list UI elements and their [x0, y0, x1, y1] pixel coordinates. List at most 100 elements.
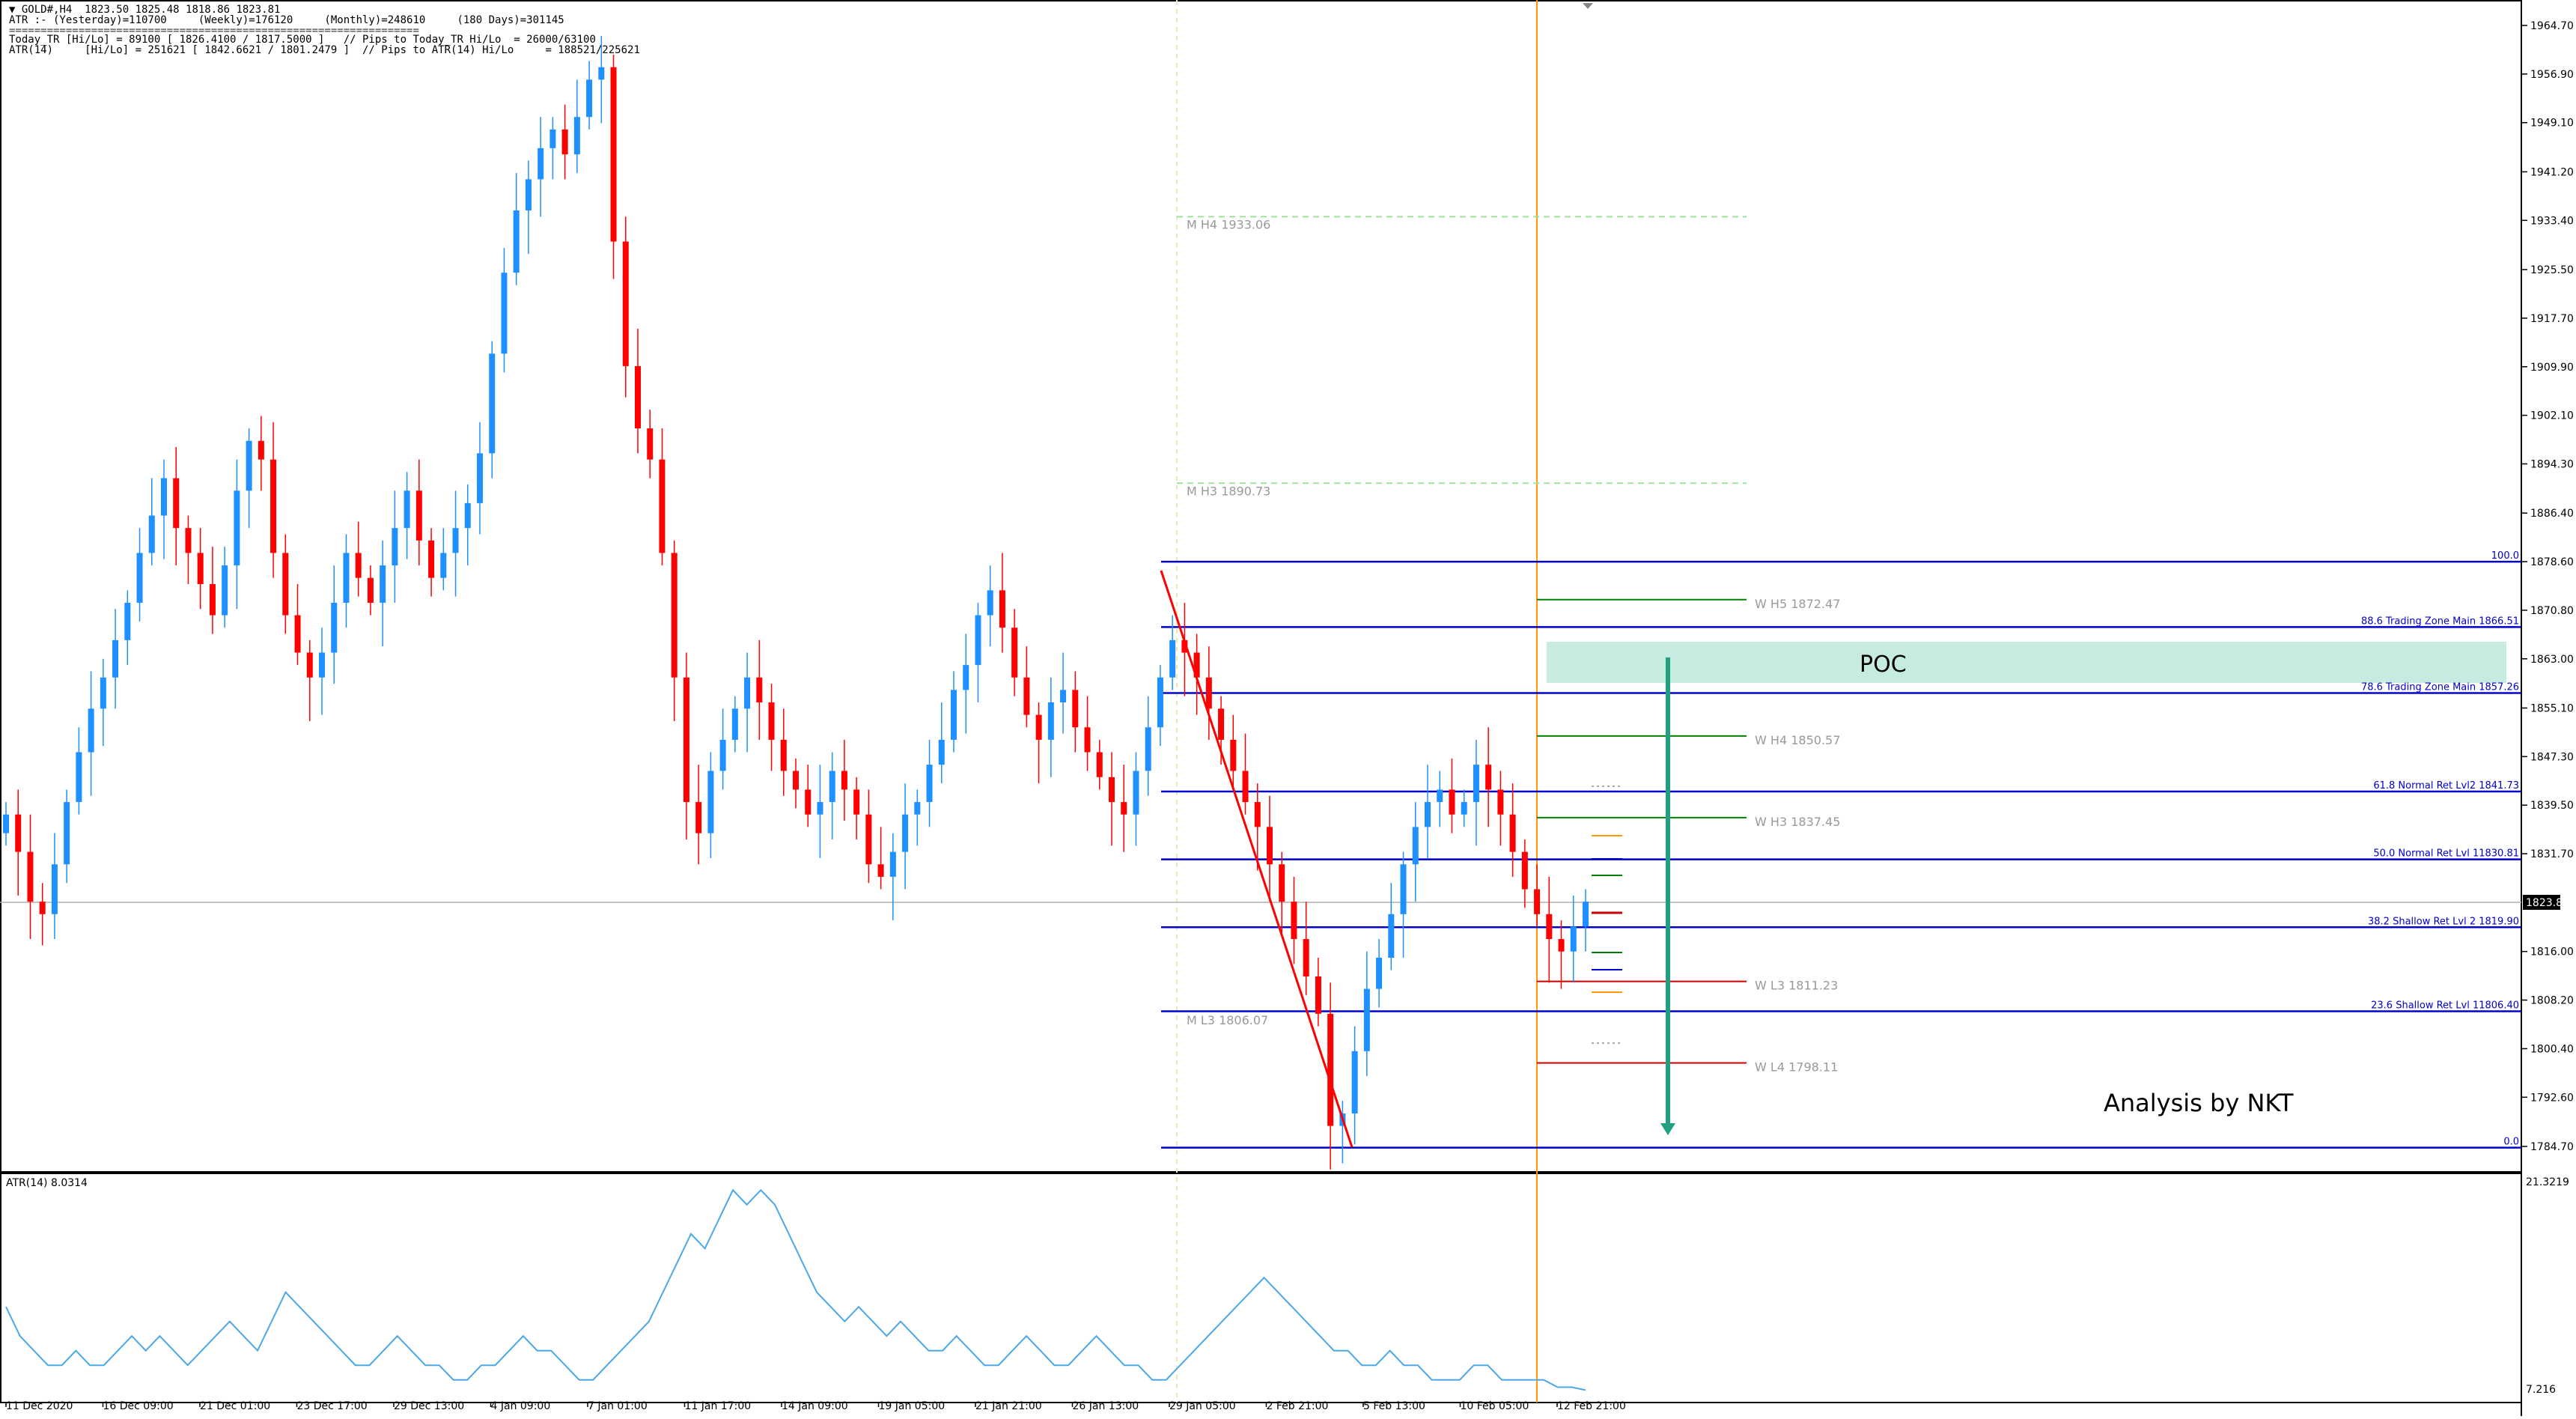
candle-body: [355, 553, 362, 578]
today-tr-line: Today_TR [Hi/Lo] = 89100 [ 1826.4100 / 1…: [9, 34, 596, 46]
price-tick-label: 1870.80: [2530, 605, 2574, 617]
info-separator: ========================================…: [9, 25, 419, 37]
candle-body: [647, 428, 654, 460]
price-tick-label: 1878.60: [2530, 556, 2574, 568]
candle-body: [1267, 827, 1273, 865]
candle-body: [452, 528, 459, 553]
candle-body: [963, 665, 969, 690]
candle-body: [306, 652, 313, 678]
candle-body: [1035, 714, 1042, 740]
pivot-level-label: W L3 1811.23: [1755, 979, 1838, 993]
candle-body: [1060, 690, 1067, 703]
candle-body: [793, 771, 799, 790]
atr-line: [5, 1188, 1586, 1391]
time-tick-label: 26 Jan 13:00: [1073, 1400, 1139, 1412]
candle-body: [914, 802, 921, 815]
candle-body: [635, 365, 641, 429]
atr14-line: ATR(14) [Hi/Lo] = 251621 [ 1842.6621 / 1…: [9, 44, 640, 56]
time-tick-label: 21 Dec 01:00: [200, 1400, 270, 1412]
candle-body: [3, 814, 9, 833]
pivot-level-label: M H4 1933.06: [1187, 217, 1270, 231]
poc-label: POC: [1860, 651, 1907, 678]
candle-body: [197, 553, 204, 585]
candle-body: [538, 148, 544, 180]
time-axis[interactable]: 11 Dec 2020 16 Dec 09:00 21 Dec 01:00 23 De…: [5, 1400, 1626, 1412]
candle-body: [343, 553, 350, 603]
candle-body: [1205, 677, 1212, 709]
candle-body: [404, 490, 410, 529]
candle-body: [270, 459, 277, 553]
candle-body: [1242, 771, 1249, 803]
candle-body: [124, 602, 131, 640]
candle-body: [841, 771, 847, 790]
time-tick-label: 11 Jan 17:00: [685, 1400, 752, 1412]
candle-body: [440, 553, 447, 578]
price-tick-label: 1941.20: [2530, 166, 2574, 178]
candle-body: [1521, 851, 1528, 890]
candle-body: [1121, 802, 1127, 815]
time-tick-label: 16 Dec 09:00: [103, 1400, 174, 1412]
candle-body: [1047, 702, 1054, 740]
fibonacci-levels: 100.0 88.6 Trading Zone Main 1866.51 78.6 …: [1161, 550, 2521, 1149]
candle-body: [1558, 939, 1565, 952]
fib-level-label: 88.6 Trading Zone Main 1866.51: [2361, 616, 2519, 627]
candle-body: [1437, 789, 1443, 803]
pivot-level-label: W H4 1850.57: [1755, 733, 1840, 747]
candle-body: [1425, 802, 1431, 827]
candle-body: [1351, 1051, 1358, 1113]
fib-level-label: 50.0 Normal Ret Lvl 11830.81: [2373, 848, 2519, 860]
candle-body: [1327, 1013, 1334, 1126]
candle-body: [294, 615, 301, 653]
candle-body: [173, 478, 180, 529]
candle-body: [489, 353, 496, 454]
candle-body: [719, 739, 726, 771]
price-tick-label: 1909.90: [2530, 362, 2574, 374]
candle-body: [1157, 677, 1163, 728]
symbol-line: GOLD#,H4 1823.50 1825.48 1818.86 1823.81: [21, 4, 281, 16]
candle-body: [683, 677, 689, 803]
candle-body: [380, 565, 386, 603]
pivot-level-label: W H5 1872.47: [1755, 597, 1840, 611]
candle-body: [1546, 914, 1553, 940]
candle-body: [1133, 771, 1139, 815]
candle-body: [1534, 889, 1541, 914]
pivot-levels: M H4 1933.06 M H3 1890.73 W H5 1872.47 W H4…: [1177, 216, 1840, 1075]
fib-level-label: 23.6 Shallow Ret Lvl 11806.40: [2371, 1000, 2519, 1012]
dropdown-triangle-icon[interactable]: ▼: [9, 4, 16, 16]
price-axis[interactable]: 1964.70 1956.90 1949.10 1941.20 1933.40 1925.…: [2521, 20, 2574, 1153]
candle-body: [1449, 789, 1455, 815]
shift-marker-icon[interactable]: [1583, 3, 1593, 9]
candle-body: [598, 67, 605, 80]
candle-body: [1412, 827, 1419, 865]
candle-body: [610, 67, 617, 242]
time-tick-label: 5 Feb 13:00: [1363, 1400, 1425, 1412]
price-tick-label: 1784.70: [2530, 1141, 2574, 1153]
candle-body: [185, 528, 192, 553]
symbol-info: ▼ GOLD#,H4 1823.50 1825.48 1818.86 1823.…: [9, 4, 280, 15]
time-tick-label: 19 Jan 05:00: [879, 1400, 946, 1412]
candle-body: [319, 652, 325, 678]
price-tick-label: 1964.70: [2530, 20, 2574, 32]
candle-body: [1230, 739, 1237, 771]
candle-body: [258, 440, 264, 460]
candle-body: [1583, 902, 1589, 927]
candle-body: [853, 789, 860, 815]
time-tick-label: 29 Dec 13:00: [394, 1400, 464, 1412]
price-tick-label: 1949.10: [2530, 118, 2574, 130]
candle-body: [671, 553, 678, 678]
candle-body: [64, 802, 70, 865]
candle-body: [1011, 628, 1018, 678]
trendline[interactable]: [1160, 570, 1354, 1148]
candle-body: [586, 79, 593, 118]
candle-body: [209, 584, 216, 616]
pivot-level-label: M H3 1890.73: [1187, 484, 1270, 498]
candle-body: [1315, 976, 1321, 1014]
monthly-l3-label: M L3 1806.07: [1187, 1013, 1268, 1027]
candle-body: [1279, 864, 1285, 902]
candle-body: [1473, 765, 1479, 803]
candle-body: [367, 577, 374, 603]
time-tick-label: 2 Feb 21:00: [1267, 1400, 1329, 1412]
